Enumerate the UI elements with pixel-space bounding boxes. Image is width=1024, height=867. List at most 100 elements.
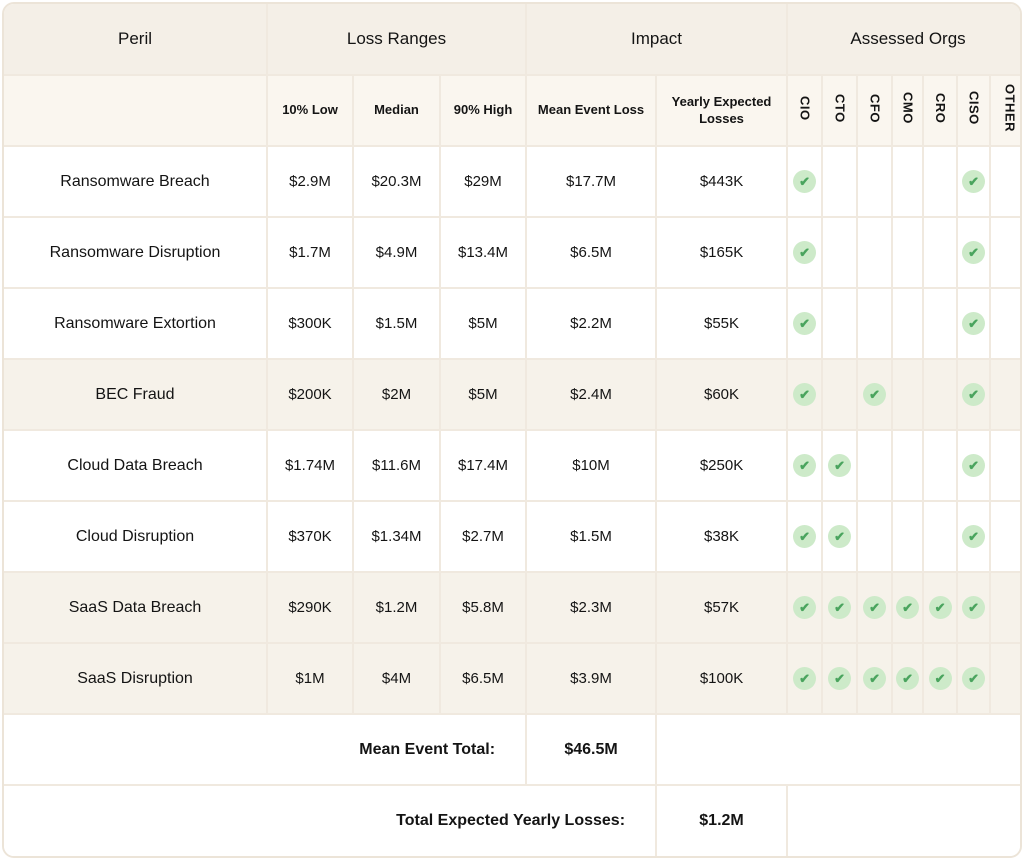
check-icon [928, 596, 952, 619]
org-cell [892, 501, 925, 573]
org-cell [990, 359, 1020, 431]
org-cell [957, 572, 992, 644]
check-icon [828, 454, 852, 477]
org-cell [990, 430, 1020, 502]
check-icon [863, 667, 887, 690]
org-cell [923, 288, 959, 360]
org-header-label: CFO [867, 93, 883, 123]
org-cell [822, 501, 859, 573]
org-cell [787, 146, 824, 218]
org-column-header-cfo: CFO [857, 75, 894, 147]
org-cell [857, 146, 894, 218]
org-cell [787, 430, 824, 502]
org-cell [892, 430, 925, 502]
org-cell [787, 643, 824, 715]
org-header-label: OTHER [1002, 84, 1018, 133]
org-cell [822, 217, 859, 289]
check-icon [962, 454, 986, 477]
check-icon [896, 667, 920, 690]
org-cell [990, 217, 1020, 289]
org-header-label: CRO [933, 93, 949, 124]
table-row: BEC Fraud $200K $2M $5M $2.4M $60K [4, 359, 1020, 431]
high-cell: $6.5M [440, 643, 528, 715]
check-icon [962, 241, 986, 264]
org-cell [990, 288, 1020, 360]
mean-event-loss-cell: $2.2M [526, 288, 658, 360]
org-cell [787, 501, 824, 573]
table-row: Cloud Disruption $370K $1.34M $2.7M $1.5… [4, 501, 1020, 573]
yearly-expected-losses-cell: $55K [656, 288, 789, 360]
mean-event-total-empty-cell [656, 714, 1020, 786]
mean-event-loss-cell: $17.7M [526, 146, 658, 218]
org-cell [857, 643, 894, 715]
table-row: SaaS Disruption $1M $4M $6.5M $3.9M $100… [4, 643, 1020, 715]
org-header-label: CTO [832, 94, 848, 123]
org-cell [923, 217, 959, 289]
org-cell [892, 146, 925, 218]
org-cell [957, 217, 992, 289]
high-cell: $2.7M [440, 501, 528, 573]
check-icon [828, 667, 852, 690]
check-icon [896, 596, 920, 619]
org-cell [822, 146, 859, 218]
org-cell [892, 217, 925, 289]
mean-event-total-value: $46.5M [526, 714, 658, 786]
org-cell [923, 643, 959, 715]
org-column-header-cto: CTO [822, 75, 859, 147]
low-cell: $1M [267, 643, 354, 715]
high-cell: $17.4M [440, 430, 528, 502]
median-cell: $20.3M [353, 146, 441, 218]
impact-group-header: Impact [526, 4, 789, 76]
high-cell: $13.4M [440, 217, 528, 289]
org-cell [787, 288, 824, 360]
org-cell [990, 643, 1020, 715]
org-cell [787, 359, 824, 431]
yearly-expected-losses-cell: $100K [656, 643, 789, 715]
org-header-label: CISO [966, 91, 982, 126]
high-cell: $5M [440, 288, 528, 360]
org-cell [990, 572, 1020, 644]
table-row: Cloud Data Breach $1.74M $11.6M $17.4M $… [4, 430, 1020, 502]
peril-subheader-empty [4, 75, 268, 147]
yearly-expected-losses-cell: $60K [656, 359, 789, 431]
org-column-header-ciso: CISO [957, 75, 992, 147]
yearly-expected-losses-cell: $57K [656, 572, 789, 644]
peril-cell: BEC Fraud [4, 359, 268, 431]
median-cell: $2M [353, 359, 441, 431]
high-cell: $29M [440, 146, 528, 218]
org-cell [990, 501, 1020, 573]
peril-cell: Ransomware Breach [4, 146, 268, 218]
org-cell [957, 430, 992, 502]
org-cell [822, 572, 859, 644]
median-cell: $1.34M [353, 501, 441, 573]
org-cell [957, 288, 992, 360]
check-icon [793, 525, 817, 548]
median-column-header: Median [353, 75, 441, 147]
peril-loss-table: Peril Loss Ranges Impact Assessed Orgs 1… [4, 4, 1020, 856]
org-cell [787, 572, 824, 644]
peril-group-header: Peril [4, 4, 268, 76]
check-icon [793, 667, 817, 690]
org-cell [957, 146, 992, 218]
table-row: Ransomware Breach $2.9M $20.3M $29M $17.… [4, 146, 1020, 218]
mean-event-loss-cell: $6.5M [526, 217, 658, 289]
high-cell: $5.8M [440, 572, 528, 644]
low-cell: $300K [267, 288, 354, 360]
low-cell: $1.7M [267, 217, 354, 289]
org-cell [892, 572, 925, 644]
high-cell: $5M [440, 359, 528, 431]
org-cell [822, 430, 859, 502]
org-cell [923, 430, 959, 502]
yearly-expected-losses-cell: $443K [656, 146, 789, 218]
org-cell [990, 146, 1020, 218]
yearly-expected-losses-cell: $165K [656, 217, 789, 289]
peril-cell: Cloud Disruption [4, 501, 268, 573]
median-cell: $4M [353, 643, 441, 715]
org-column-header-other: OTHER [990, 75, 1020, 147]
low-cell: $200K [267, 359, 354, 431]
check-icon [793, 170, 817, 193]
org-column-header-cio: CIO [787, 75, 824, 147]
peril-cell: SaaS Data Breach [4, 572, 268, 644]
median-cell: $11.6M [353, 430, 441, 502]
